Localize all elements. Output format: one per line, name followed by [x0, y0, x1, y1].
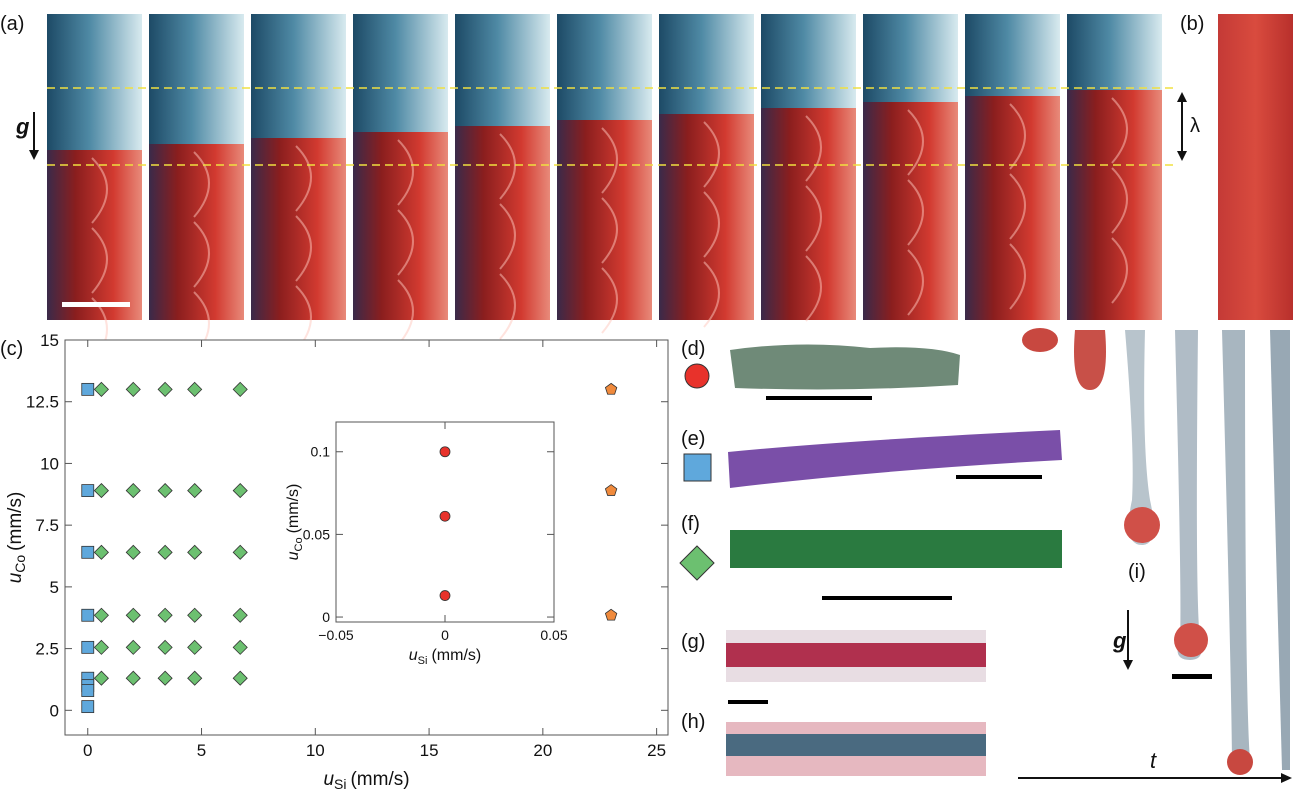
- lambda-label: λ: [1190, 115, 1200, 137]
- strip-top: [761, 14, 856, 108]
- label-part: (mm/s): [350, 769, 409, 789]
- panel-label: (d): [681, 338, 705, 360]
- photo-e: [728, 430, 1062, 488]
- time-label: t: [1150, 748, 1157, 773]
- panel-label: (e): [681, 428, 705, 450]
- strip-bottom: [455, 126, 550, 320]
- point: [82, 383, 94, 395]
- scale-bar: [822, 596, 952, 600]
- y-tick-label: 5: [50, 578, 59, 597]
- arrow-head: [1123, 660, 1133, 670]
- strip-bottom: [1067, 90, 1162, 320]
- strip-bottom: [659, 114, 754, 320]
- label-part: u: [5, 572, 26, 583]
- strip-top: [557, 14, 652, 120]
- y-tick-label: 10: [40, 454, 59, 473]
- panel-label: (c): [0, 338, 23, 360]
- legend-square: [684, 454, 711, 481]
- label-part: Si: [334, 776, 346, 789]
- point: [82, 685, 94, 697]
- y-tick-label: 0: [322, 609, 330, 625]
- strip-top: [353, 14, 448, 132]
- strip-bottom: [557, 120, 652, 320]
- point: [440, 591, 450, 601]
- label-part: (mm/s): [5, 492, 26, 551]
- scale-bar: [62, 302, 130, 307]
- strip-bottom: [47, 150, 142, 320]
- strip-top: [149, 14, 244, 144]
- point: [82, 641, 94, 653]
- photo-g-fill: [726, 643, 986, 667]
- photo-i: [1022, 328, 1290, 775]
- strip-top: [863, 14, 958, 102]
- panel-label: (i): [1128, 561, 1146, 583]
- point: [82, 485, 94, 497]
- strip-bottom: [761, 108, 856, 320]
- point: [82, 701, 94, 713]
- point: [440, 511, 450, 521]
- x-tick-label: 20: [533, 741, 552, 760]
- x-tick-label: 5: [197, 741, 206, 760]
- y-tick-label: 0: [50, 701, 59, 720]
- axis-label: uSi (mm/s): [323, 769, 409, 789]
- y-tick-label: 15: [40, 331, 59, 350]
- y-tick-label: 0.05: [303, 526, 330, 542]
- photo-f: [730, 530, 1062, 568]
- strip-top: [47, 14, 142, 150]
- scale-bar: [956, 475, 1042, 479]
- panel-label: (a): [0, 13, 24, 35]
- strip-bottom: [353, 132, 448, 320]
- label-part: u: [409, 647, 418, 664]
- x-tick-label: 25: [647, 741, 666, 760]
- gravity-label: g: [1112, 628, 1127, 653]
- panel-label: (g): [681, 631, 705, 653]
- panel-label: (h): [681, 711, 705, 733]
- scale-bar: [728, 700, 768, 704]
- label-part: Si: [418, 655, 428, 667]
- strip-top: [455, 14, 550, 126]
- x-tick-label: 0.05: [540, 627, 567, 643]
- legend-diamond: [680, 546, 714, 580]
- y-tick-label: 2.5: [35, 640, 59, 659]
- legend-circle: [685, 364, 709, 388]
- y-tick-label: 7.5: [35, 516, 59, 535]
- strip-top: [1067, 14, 1162, 90]
- arrow-head: [29, 150, 39, 160]
- x-tick-label: 0: [441, 627, 449, 643]
- y-tick-label: 12.5: [26, 393, 59, 412]
- point: [440, 447, 450, 457]
- x-tick-label: −0.05: [318, 627, 354, 643]
- panel-label: (b): [1180, 13, 1204, 35]
- point: [82, 609, 94, 621]
- figure: (a) (b) (c) (d) (e) (f) (g) (h) (i) g λ …: [0, 0, 1293, 789]
- scale-bar: [766, 396, 872, 400]
- strip-bottom: [965, 96, 1060, 320]
- point: [82, 546, 94, 558]
- strip-bottom: [863, 102, 958, 320]
- x-tick-label: 15: [420, 741, 439, 760]
- photo-b: [1218, 14, 1293, 320]
- x-tick-label: 0: [83, 741, 92, 760]
- photo-d: [730, 344, 960, 389]
- gravity-label: g: [15, 114, 30, 139]
- panel-label: (f): [681, 513, 700, 535]
- scale-bar: [1172, 674, 1212, 679]
- label-part: (mm/s): [285, 484, 302, 534]
- strip-top: [659, 14, 754, 114]
- x-tick-label: 10: [306, 741, 325, 760]
- label-part: Co: [12, 555, 28, 573]
- photo-a: [47, 14, 1162, 363]
- strip-top: [965, 14, 1060, 96]
- arrow-head: [1281, 773, 1292, 783]
- strip-top: [251, 14, 346, 138]
- photo-h-fill: [726, 734, 986, 756]
- axis-label: uCo (mm/s): [5, 492, 28, 584]
- label-part: u: [323, 769, 334, 789]
- label-part: Co: [293, 537, 305, 551]
- label-part: (mm/s): [431, 647, 481, 664]
- y-tick-label: 0.1: [311, 444, 331, 460]
- label-part: u: [285, 551, 302, 560]
